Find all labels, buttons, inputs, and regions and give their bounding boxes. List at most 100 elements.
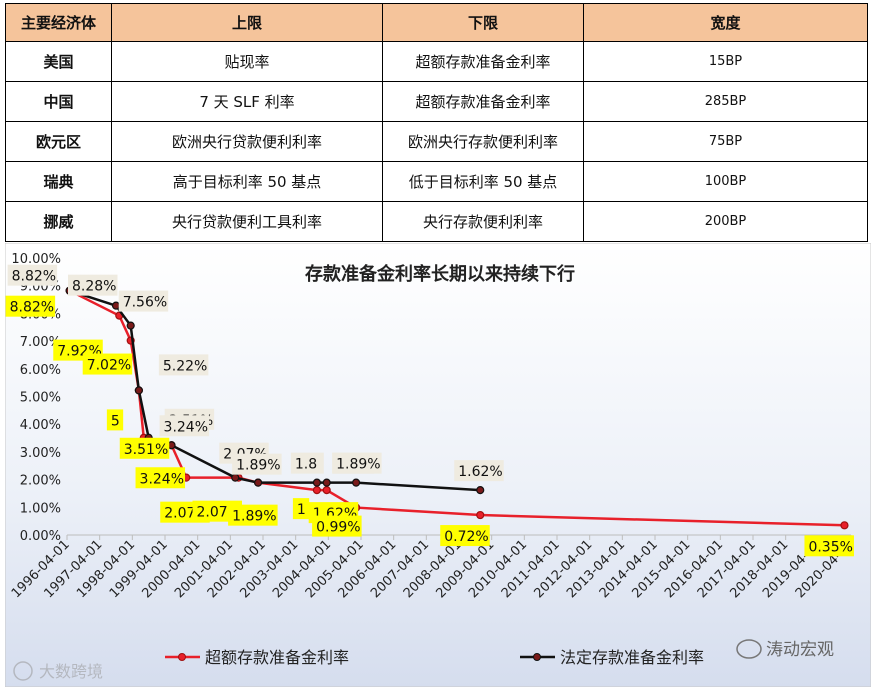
data-label-excess: 0.35% [808, 539, 852, 555]
y-tick-label: 7.00% [20, 335, 61, 350]
data-label-excess: 5 [111, 413, 120, 429]
data-label-statutory: 7.56% [123, 295, 167, 311]
data-label-excess: 3.24% [140, 471, 184, 487]
watermark-left: 大数跨境 [13, 661, 103, 681]
data-label-bg [68, 274, 118, 296]
chart-legend: 超额存款准备金利率 法定存款准备金利率 [165, 648, 704, 667]
data-label-statutory: 5.22% [163, 358, 207, 374]
watermark-left-text: 大数跨境 [39, 662, 103, 681]
cell-economy: 欧元区 [5, 121, 112, 162]
header-width: 宽度 [583, 3, 868, 42]
y-tick-label: 1.00% [20, 501, 61, 516]
data-label-bg [119, 437, 170, 459]
data-label-bg [82, 353, 133, 375]
data-label-bg [118, 290, 169, 312]
data-label-bg [440, 525, 490, 547]
data-label-excess: 3.51% [124, 442, 168, 458]
cell-lower: 超额存款准备金利率 [382, 81, 584, 122]
data-label-statutory: 1.89% [336, 457, 380, 473]
y-tick-label: 6.00% [20, 363, 61, 378]
y-tick-label: 5.00% [20, 391, 61, 406]
cell-lower: 央行存款便利利率 [382, 201, 584, 242]
data-point-excess [312, 486, 321, 495]
data-point-statutory [312, 478, 321, 487]
chart-title: 存款准备金利率长期以来持续下行 [305, 263, 575, 285]
data-point-statutory [476, 486, 485, 495]
legend-label-excess: 超额存款准备金利率 [205, 648, 349, 667]
table-row: 瑞典 高于目标利率 50 基点 低于目标利率 50 基点 100BP [5, 161, 868, 202]
watermark-right: 涛动宏观 [736, 639, 834, 660]
y-tick-label: 0.00% [20, 529, 61, 544]
data-label-bg [232, 453, 282, 475]
cell-economy: 中国 [5, 81, 112, 122]
legend-red-marker [178, 653, 186, 661]
data-label-bg [292, 498, 310, 520]
data-point-excess [322, 486, 331, 495]
data-point-statutory [254, 478, 263, 487]
data-point-excess [476, 510, 485, 520]
data-label-excess: 8.82% [10, 300, 54, 316]
data-label-statutory: 1.62% [458, 464, 502, 480]
cell-width: 285BP [583, 81, 868, 122]
data-point-statutory [111, 301, 121, 310]
cell-lower: 欧洲央行存款便利利率 [382, 121, 584, 162]
data-point-statutory [322, 478, 331, 487]
data-label-statutory: 1.89% [236, 458, 280, 474]
data-label-bg [158, 354, 209, 376]
cell-width: 100BP [583, 161, 868, 202]
chart-svg: 存款准备金利率长期以来持续下行 0.00% 1.00% 2.00% 3.00% 4.00… [5, 243, 871, 687]
table-row: 美国 贴现率 超额存款准备金利率 15BP [5, 41, 868, 82]
data-label-excess: 7.02% [87, 358, 131, 374]
data-label-excess: 1.89% [232, 509, 276, 525]
data-label-bg [804, 535, 854, 557]
cell-economy: 挪威 [5, 201, 112, 242]
data-label-statutory: 8.28% [72, 279, 116, 295]
watermark-right-text: 涛动宏观 [766, 640, 834, 660]
cell-upper: 贴现率 [111, 41, 383, 82]
table-header-row: 主要经济体 上限 下限 宽度 [5, 3, 868, 42]
reserve-rate-chart: 存款准备金利率长期以来持续下行 0.00% 1.00% 2.00% 3.00% 4.00… [5, 243, 871, 687]
cell-width: 15BP [583, 41, 868, 82]
data-point-statutory [231, 473, 240, 482]
cell-economy: 瑞典 [5, 161, 112, 202]
comparison-table: 主要经济体 上限 下限 宽度 美国 贴现率 超额存款准备金利率 15BP 中国 … [5, 3, 868, 242]
cell-upper: 欧洲央行贷款便利利率 [111, 121, 383, 162]
data-label-bg [7, 264, 58, 286]
data-label-bg [454, 460, 504, 482]
series-line-statutory [69, 289, 481, 492]
data-label-statutory: 3.24% [164, 419, 208, 435]
y-tick-label: 10.00% [11, 252, 61, 267]
data-label-bg [290, 452, 324, 474]
data-point-excess [840, 521, 849, 530]
data-label-bg [5, 295, 56, 317]
header-economy: 主要经济体 [5, 3, 112, 42]
data-label-statutory: 8.82% [12, 269, 56, 285]
data-label-excess: 0.72% [444, 529, 488, 545]
brand-logo-icon [13, 661, 33, 681]
cell-width: 200BP [583, 201, 868, 242]
data-label-bg [312, 515, 362, 537]
table-row: 挪威 央行贷款便利工具利率 央行存款便利利率 200BP [5, 201, 868, 242]
data-label-bg [332, 452, 382, 474]
data-point-statutory [126, 321, 135, 330]
header-lower: 下限 [382, 3, 584, 42]
legend-black-marker [533, 653, 541, 661]
cell-lower: 低于目标利率 50 基点 [382, 161, 584, 202]
data-point-statutory [134, 386, 143, 395]
cell-width: 75BP [583, 121, 868, 162]
cell-upper: 7 天 SLF 利率 [111, 81, 383, 122]
data-label-bg [135, 467, 186, 489]
table-row: 欧元区 欧洲央行贷款便利利率 欧洲央行存款便利利率 75BP [5, 121, 868, 162]
chart-background [5, 243, 871, 687]
cell-upper: 高于目标利率 50 基点 [111, 161, 383, 202]
y-tick-label: 2.00% [20, 474, 61, 489]
data-point-statutory [352, 478, 361, 487]
y-tick-label: 4.00% [20, 418, 61, 433]
data-label-excess: 0.99% [316, 520, 360, 536]
y-tick-label: 3.00% [20, 446, 61, 461]
data-labels: 8.82%7.92%7.02%53.51%3.24%2.07%2.07%1.89… [5, 264, 854, 557]
cell-lower: 超额存款准备金利率 [382, 41, 584, 82]
cell-upper: 央行贷款便利工具利率 [111, 201, 383, 242]
data-label-bg [228, 504, 278, 526]
legend-label-statutory: 法定存款准备金利率 [560, 648, 704, 667]
